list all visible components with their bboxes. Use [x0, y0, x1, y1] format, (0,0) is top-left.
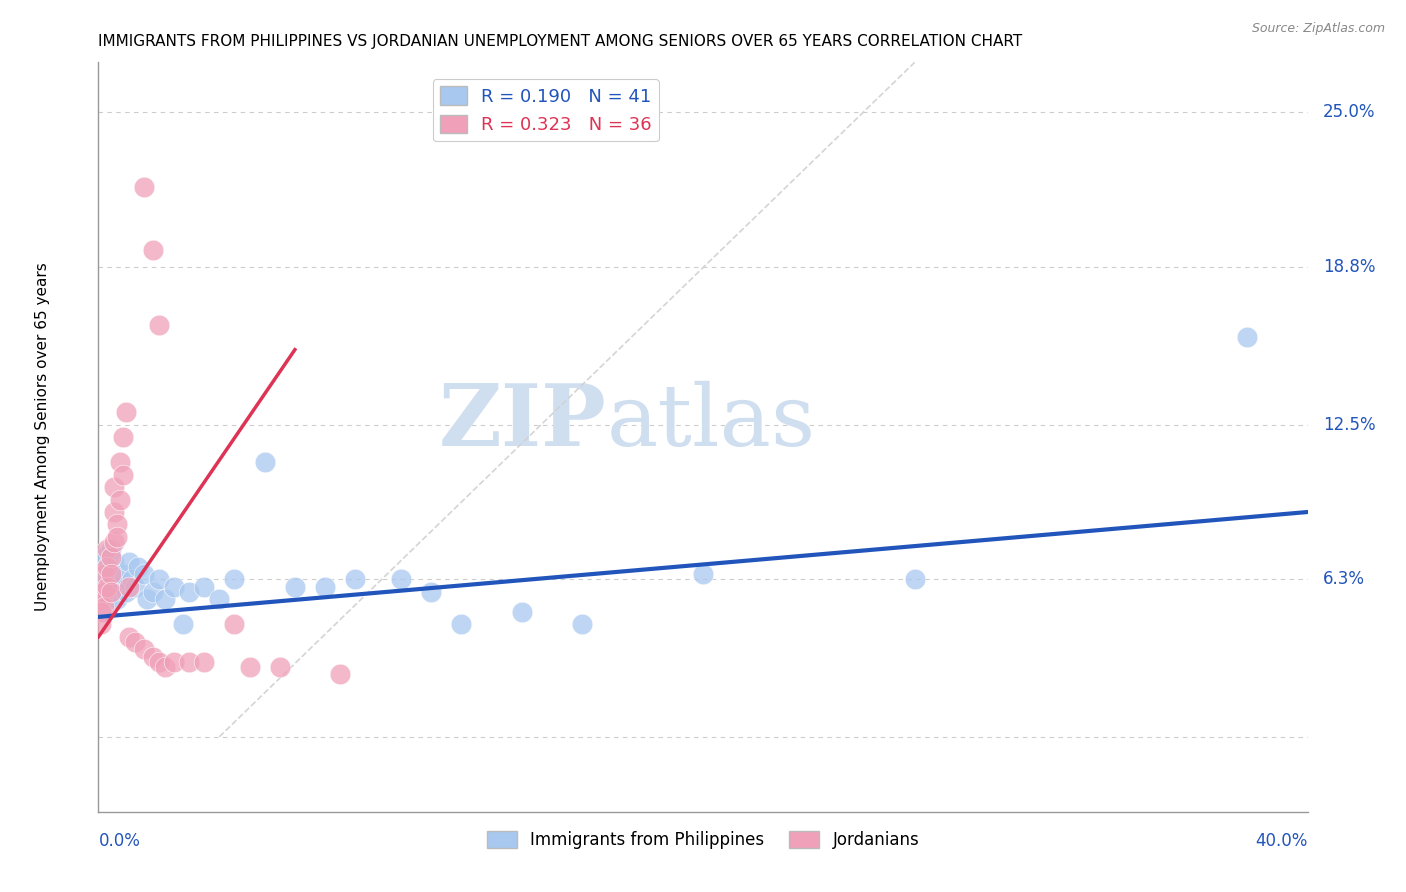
Point: [135, 592, 157, 607]
Point: [127, 560, 149, 574]
Point: [96, 560, 118, 574]
Point: [114, 405, 136, 419]
Point: [172, 617, 194, 632]
Point: [108, 492, 131, 507]
Point: [193, 580, 215, 594]
Point: [179, 655, 201, 669]
Point: [329, 667, 352, 681]
Point: [108, 455, 131, 469]
Point: [163, 655, 186, 669]
Text: ZIP: ZIP: [439, 380, 606, 464]
Text: 25.0%: 25.0%: [1323, 103, 1375, 121]
Point: [179, 585, 201, 599]
Point: [93, 585, 115, 599]
Point: [93, 585, 115, 599]
Text: 6.3%: 6.3%: [1323, 571, 1365, 589]
Point: [153, 660, 176, 674]
Point: [142, 649, 165, 664]
Point: [111, 567, 134, 582]
Point: [105, 530, 128, 544]
Point: [93, 599, 115, 614]
Point: [132, 180, 155, 194]
Point: [284, 580, 307, 594]
Text: atlas: atlas: [606, 381, 815, 464]
Text: IMMIGRANTS FROM PHILIPPINES VS JORDANIAN UNEMPLOYMENT AMONG SENIORS OVER 65 YEAR: IMMIGRANTS FROM PHILIPPINES VS JORDANIAN…: [98, 34, 1022, 49]
Text: Source: ZipAtlas.com: Source: ZipAtlas.com: [1251, 22, 1385, 36]
Text: 0.0%: 0.0%: [98, 831, 141, 850]
Point: [510, 605, 533, 619]
Point: [108, 573, 131, 587]
Point: [100, 549, 122, 564]
Point: [111, 430, 134, 444]
Point: [148, 573, 170, 587]
Point: [692, 567, 714, 582]
Point: [148, 318, 170, 332]
Point: [100, 542, 122, 557]
Point: [96, 580, 118, 594]
Point: [105, 517, 128, 532]
Point: [450, 617, 472, 632]
Point: [96, 592, 118, 607]
Legend: Immigrants from Philippines, Jordanians: Immigrants from Philippines, Jordanians: [479, 824, 927, 855]
Point: [153, 592, 176, 607]
Point: [142, 585, 165, 599]
Point: [224, 617, 246, 632]
Point: [269, 660, 291, 674]
Point: [1236, 330, 1258, 344]
Point: [118, 630, 141, 644]
Point: [93, 549, 115, 564]
Point: [96, 560, 118, 574]
Point: [121, 573, 143, 587]
Point: [420, 585, 443, 599]
Point: [90, 592, 112, 607]
Point: [224, 573, 246, 587]
Point: [118, 555, 141, 569]
Point: [253, 455, 276, 469]
Point: [103, 574, 125, 589]
Point: [193, 655, 215, 669]
Point: [314, 580, 336, 594]
Point: [103, 505, 125, 519]
Point: [96, 542, 118, 557]
Text: 12.5%: 12.5%: [1323, 416, 1375, 434]
Point: [124, 580, 146, 594]
Text: 40.0%: 40.0%: [1256, 831, 1308, 850]
Point: [118, 580, 141, 594]
Point: [132, 642, 155, 657]
Point: [344, 573, 367, 587]
Point: [103, 535, 125, 549]
Point: [142, 243, 165, 257]
Point: [103, 480, 125, 494]
Text: 18.8%: 18.8%: [1323, 259, 1375, 277]
Point: [904, 573, 927, 587]
Point: [111, 467, 134, 482]
Point: [239, 660, 262, 674]
Point: [163, 580, 186, 594]
Point: [90, 605, 112, 619]
Point: [124, 635, 146, 649]
Point: [90, 573, 112, 587]
Point: [100, 580, 122, 594]
Point: [571, 617, 593, 632]
Point: [100, 585, 122, 599]
Point: [389, 573, 412, 587]
Point: [93, 567, 115, 582]
Point: [100, 567, 122, 582]
Point: [208, 592, 231, 607]
Point: [105, 592, 128, 607]
Point: [103, 555, 125, 569]
Point: [114, 585, 136, 599]
Point: [90, 605, 112, 619]
Point: [132, 567, 155, 582]
Point: [90, 617, 112, 632]
Point: [148, 655, 170, 669]
Text: Unemployment Among Seniors over 65 years: Unemployment Among Seniors over 65 years: [35, 263, 51, 611]
